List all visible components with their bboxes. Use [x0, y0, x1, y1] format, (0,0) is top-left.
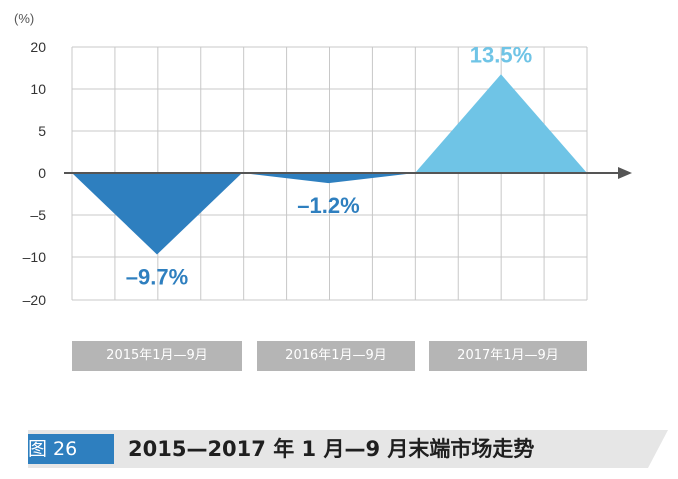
y-tick-label: 5	[38, 123, 46, 139]
chart-axis	[64, 167, 632, 179]
area-0	[72, 173, 242, 255]
period-label-2016: 2016年1月—9月	[257, 341, 415, 371]
chart-areas	[72, 74, 587, 255]
area-2	[415, 74, 587, 173]
caption-bar	[28, 430, 668, 468]
y-unit-label: (%)	[14, 11, 34, 26]
y-tick-label: 20	[30, 39, 46, 55]
period-label-2017: 2017年1月—9月	[429, 341, 587, 371]
chart: 20 10 5 0 –5 –10 –20 –9.7% –1.2% 13.5% (%)	[14, 11, 632, 308]
y-tick-label: –20	[23, 292, 47, 308]
caption-title: 2015—2017 年 1 月—9 月末端市场走势	[128, 437, 535, 461]
data-label: –1.2%	[297, 193, 359, 218]
period-label-2015: 2015年1月—9月	[72, 341, 242, 371]
data-label: –9.7%	[126, 264, 188, 289]
y-tick-label: –5	[30, 207, 46, 223]
data-labels: –9.7% –1.2% 13.5%	[126, 42, 532, 289]
y-tick-labels: 20 10 5 0 –5 –10 –20	[23, 39, 47, 308]
data-label: 13.5%	[470, 42, 532, 67]
y-tick-label: 0	[38, 165, 46, 181]
figure-number: 图 26	[28, 438, 78, 460]
area-1	[242, 173, 415, 184]
y-tick-label: –10	[23, 249, 47, 265]
x-axis-arrow	[618, 167, 632, 179]
y-tick-label: 10	[30, 81, 46, 97]
